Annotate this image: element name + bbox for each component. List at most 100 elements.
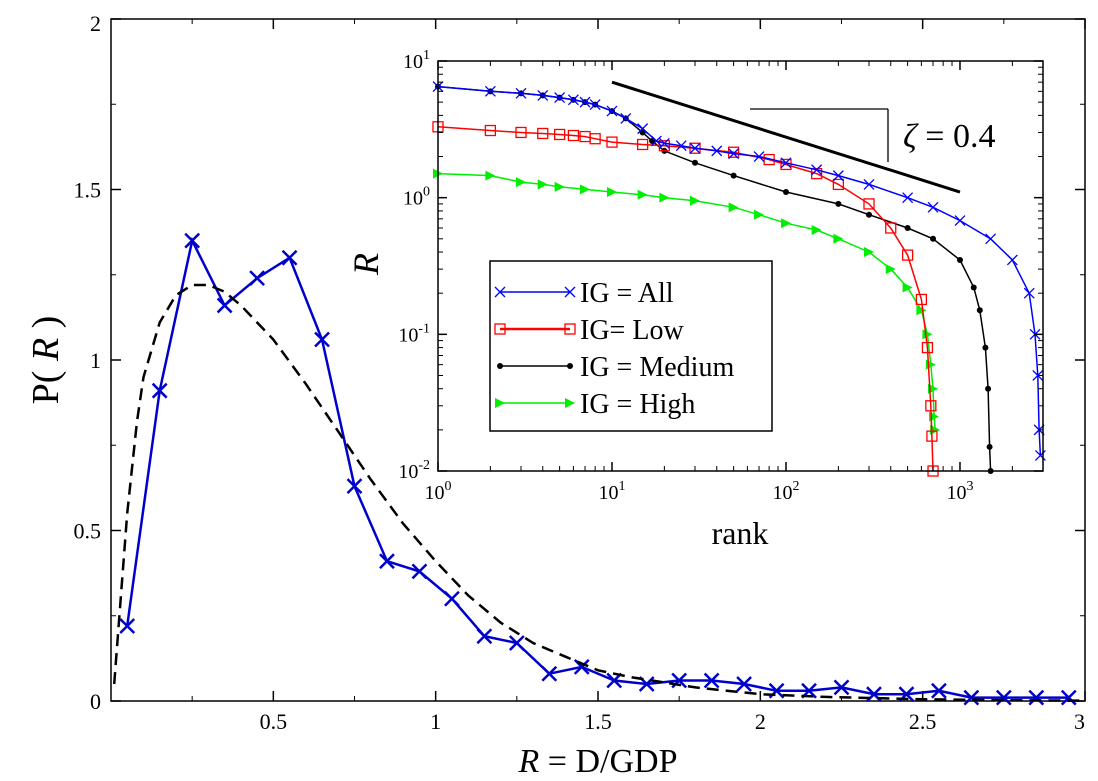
marker-x [637,123,649,135]
data-point-cross [476,628,493,645]
marker-dot [835,200,842,207]
data-point-cross [184,232,201,249]
marker-triangle [637,189,648,200]
inset-x-tick-label: 103 [946,479,973,504]
legend-label: IG = Medium [580,352,734,383]
marker-dot [982,344,989,351]
data-point-cross [508,635,525,651]
marker-square [921,341,934,354]
inset-y-tick-label: 10-2 [398,458,430,483]
legend-label: IG = All [580,278,674,309]
marker-x [579,96,591,108]
marker-triangle [811,224,822,235]
y-tick-label: 0.5 [74,519,102,544]
x-tick-label: 3 [1074,709,1085,734]
fit-curve [112,283,1086,702]
x-tick-label: 2.5 [909,709,937,734]
marker-x [689,142,701,154]
data-point-cross [444,590,460,607]
inset-y-tick-label: 100 [403,185,430,210]
marker-x [606,105,618,117]
inset-y-tick-label: 101 [403,48,430,73]
data-point-cross [411,563,428,580]
marker-triangle [565,398,575,408]
marker-x [515,87,527,99]
main-series [112,232,1086,706]
marker-triangle [554,181,565,192]
data-point-cross [995,689,1012,706]
marker-triangle [754,209,765,220]
marker-x [1032,370,1044,381]
marker-x [954,215,966,227]
marker-x [902,192,914,204]
data-point-cross [346,478,363,495]
marker-dot [782,189,789,196]
data-point-cross [541,665,558,682]
marker-triangle [930,424,941,435]
marker-triangle [537,179,548,190]
marker-dot [930,235,937,242]
marker-dot [904,224,911,231]
marker-dot [970,284,977,291]
marker-dot [692,159,699,166]
marker-x [620,112,632,124]
marker-triangle [659,192,670,203]
data-point-cross [249,270,265,287]
legend-label: IG = High [580,389,695,420]
data-line [125,236,1069,699]
marker-square [606,136,618,148]
data-point-cross [314,331,330,348]
marker-x [863,178,875,190]
main-x-axis-label: R = D/GDP [518,743,678,780]
marker-dot [730,172,737,179]
inset-x-tick-label: 100 [425,479,452,504]
marker-square [915,293,928,306]
data-point-cross [281,249,298,266]
marker-square [863,198,875,210]
marker-square [553,128,566,141]
marker-x [832,170,844,182]
data-point-cross [736,676,752,692]
zeta-label: ζ = 0.4 [903,118,995,155]
marker-square [810,167,823,180]
data-point-cross [1028,689,1045,706]
data-point-cross [963,689,980,706]
marker-x [567,94,579,106]
inset-series-line [437,126,934,472]
marker-dot [567,363,573,369]
x-tick-label: 1.5 [584,709,612,734]
marker-square [484,124,497,137]
marker-triangle [606,187,617,198]
marker-triangle [728,202,739,213]
marker-triangle [690,195,701,206]
marker-x [711,145,723,157]
main-ticks: 0.5 1 1.5 2 2.5 3 0 0.5 1 1.5 2 [74,11,1086,734]
x-tick-label: 1 [430,709,441,734]
data-point-cross [703,672,720,689]
marker-triangle [780,218,791,229]
inset-x-axis-label: rank [712,515,769,551]
marker-triangle [864,247,875,258]
marker-x [675,140,687,152]
y-tick-label: 1.5 [74,178,102,203]
marker-x [564,286,576,298]
marker-square [567,129,580,142]
marker-triangle [902,282,913,293]
x-tick-label: 0.5 [260,709,288,734]
legend-label: IG= Low [580,315,684,346]
data-point-cross [216,297,233,314]
marker-dot [986,443,993,450]
marker-triangle [916,305,927,316]
data-point-cross [119,618,136,634]
marker-square [589,133,601,145]
marker-triangle [580,184,591,195]
inset-y-axis-label: R [346,253,386,276]
data-point-cross [379,553,395,570]
marker-x [927,201,939,213]
marker-x [1034,449,1046,461]
marker-square [658,140,671,152]
data-point-cross [151,382,168,399]
inset-x-tick-label: 101 [598,479,625,504]
x-tick-label: 2 [755,709,766,734]
